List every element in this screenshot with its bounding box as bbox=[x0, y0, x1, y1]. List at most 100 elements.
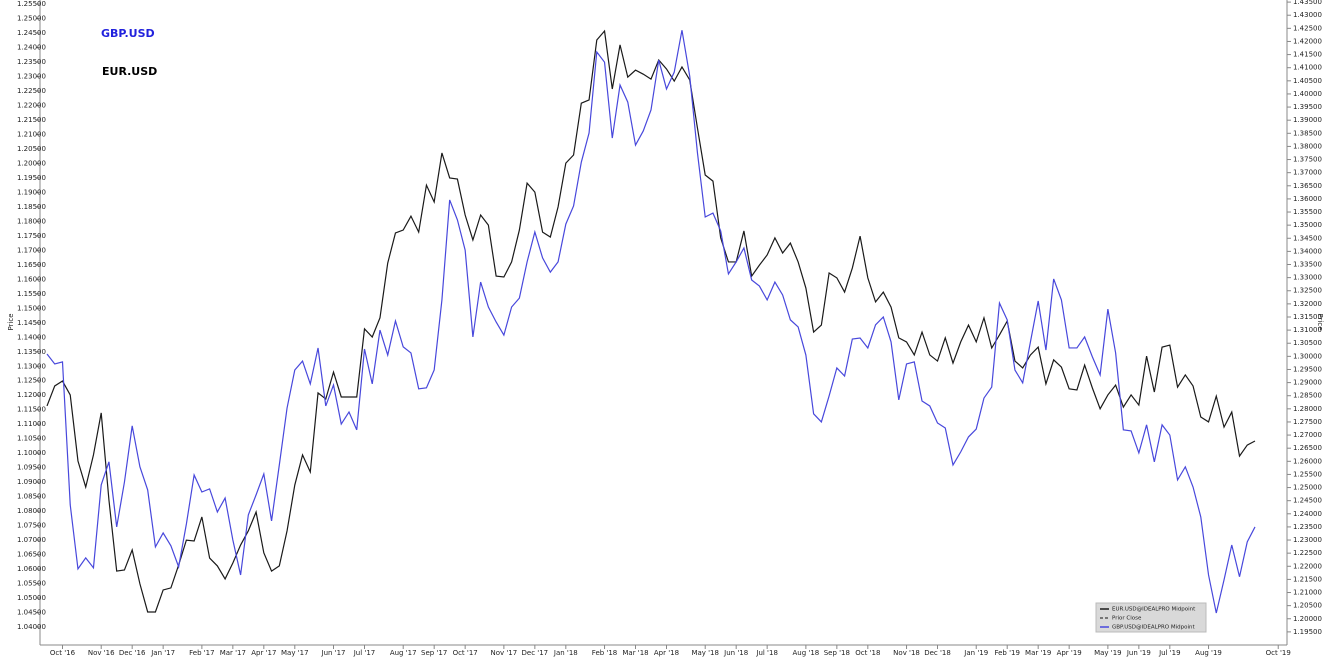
y-tick-label: 1.09500 bbox=[17, 464, 46, 472]
y2-tick-label: 1.34000 bbox=[1293, 247, 1322, 255]
y2-tick-label: 1.31500 bbox=[1293, 313, 1322, 321]
y-tick-label: 1.19500 bbox=[17, 174, 46, 182]
y2-tick-label: 1.25500 bbox=[1293, 470, 1322, 478]
y2-tick-label: 1.20500 bbox=[1293, 602, 1322, 610]
legend-box bbox=[1095, 602, 1207, 633]
x-tick-label: Oct '19 bbox=[1266, 649, 1291, 657]
x-tick-label: Apr '17 bbox=[251, 649, 276, 657]
y-tick-label: 1.25500 bbox=[17, 0, 46, 8]
x-tick-label: Apr '18 bbox=[654, 649, 679, 657]
x-tick-label: Jun '17 bbox=[321, 649, 346, 657]
y2-tick-label: 1.40500 bbox=[1293, 77, 1322, 85]
y2-tick-label: 1.28500 bbox=[1293, 392, 1322, 400]
y-tick-label: 1.10000 bbox=[17, 449, 46, 457]
y2-tick-label: 1.32500 bbox=[1293, 287, 1322, 295]
y2-tick-label: 1.38500 bbox=[1293, 129, 1322, 137]
y-tick-label: 1.06000 bbox=[17, 565, 46, 573]
y2-tick-label: 1.21000 bbox=[1293, 589, 1322, 597]
y2-tick-label: 1.24500 bbox=[1293, 497, 1322, 505]
legend-label: EUR.USD@IDEALPRO Midpoint bbox=[1112, 607, 1196, 613]
annotation: GBP.USD bbox=[101, 27, 155, 40]
y-tick-label: 1.15500 bbox=[17, 290, 46, 298]
y-tick-label: 1.11500 bbox=[17, 406, 46, 414]
y-tick-label: 1.13000 bbox=[17, 362, 46, 370]
y-tick-label: 1.22500 bbox=[17, 87, 46, 95]
y-tick-label: 1.23500 bbox=[17, 58, 46, 66]
y-tick-label: 1.18500 bbox=[17, 203, 46, 211]
y-tick-label: 1.25000 bbox=[17, 15, 46, 23]
legend-label: Prior Close bbox=[1112, 616, 1142, 622]
y2-tick-label: 1.42000 bbox=[1293, 37, 1322, 45]
y-tick-label: 1.08500 bbox=[17, 493, 46, 501]
x-tick-label: May '17 bbox=[281, 649, 309, 657]
y2-tick-label: 1.41000 bbox=[1293, 64, 1322, 72]
x-tick-label: Mar '19 bbox=[1025, 649, 1051, 657]
x-tick-label: Jan '19 bbox=[963, 649, 988, 657]
y-tick-label: 1.21500 bbox=[17, 116, 46, 124]
y-tick-label: 1.10500 bbox=[17, 435, 46, 443]
x-tick-label: Aug '17 bbox=[390, 649, 417, 657]
y-axis-label: Price bbox=[7, 313, 15, 330]
y-tick-label: 1.05000 bbox=[17, 594, 46, 602]
x-tick-label: Feb '18 bbox=[592, 649, 617, 657]
x-tick-label: Sep '18 bbox=[824, 649, 850, 657]
y-tick-label: 1.09000 bbox=[17, 478, 46, 486]
y-tick-label: 1.22000 bbox=[17, 101, 46, 109]
y-tick-label: 1.06500 bbox=[17, 551, 46, 559]
y-tick-label: 1.17000 bbox=[17, 246, 46, 254]
y2-tick-label: 1.34500 bbox=[1293, 234, 1322, 242]
x-tick-label: May '18 bbox=[691, 649, 719, 657]
y2-tick-label: 1.35000 bbox=[1293, 221, 1322, 229]
x-tick-label: Mar '18 bbox=[622, 649, 648, 657]
y2-tick-label: 1.23000 bbox=[1293, 536, 1322, 544]
y2-tick-label: 1.36000 bbox=[1293, 195, 1322, 203]
y-tick-label: 1.19000 bbox=[17, 188, 46, 196]
y2-tick-label: 1.26000 bbox=[1293, 457, 1322, 465]
x-tick-label: Jun '18 bbox=[723, 649, 748, 657]
y2-tick-label: 1.27500 bbox=[1293, 418, 1322, 426]
y-tick-label: 1.07500 bbox=[17, 522, 46, 530]
x-tick-label: Aug '19 bbox=[1195, 649, 1222, 657]
legend-label: GBP.USD@IDEALPRO Midpoint bbox=[1112, 625, 1196, 631]
y-tick-label: 1.13500 bbox=[17, 348, 46, 356]
y2-tick-label: 1.39500 bbox=[1293, 103, 1322, 111]
x-tick-label: Dec '17 bbox=[522, 649, 549, 657]
y-tick-label: 1.24500 bbox=[17, 29, 46, 37]
y2-tick-label: 1.28000 bbox=[1293, 405, 1322, 413]
x-tick-label: Dec '16 bbox=[119, 649, 146, 657]
x-tick-label: Feb '19 bbox=[994, 649, 1019, 657]
y-tick-label: 1.04500 bbox=[17, 609, 46, 617]
y2-axis-label: Price bbox=[1316, 313, 1324, 330]
y2-tick-label: 1.36500 bbox=[1293, 182, 1322, 190]
y2-tick-label: 1.24000 bbox=[1293, 510, 1322, 518]
y-tick-label: 1.12500 bbox=[17, 377, 46, 385]
x-tick-label: Oct '17 bbox=[453, 649, 478, 657]
x-tick-label: Jan '17 bbox=[150, 649, 175, 657]
x-tick-label: Nov '16 bbox=[88, 649, 115, 657]
y2-tick-label: 1.40000 bbox=[1293, 90, 1322, 98]
y2-tick-label: 1.21500 bbox=[1293, 575, 1322, 583]
y2-tick-label: 1.25000 bbox=[1293, 484, 1322, 492]
y-tick-label: 1.16000 bbox=[17, 275, 46, 283]
y2-tick-label: 1.39000 bbox=[1293, 116, 1322, 124]
y-tick-label: 1.20000 bbox=[17, 159, 46, 167]
y2-tick-label: 1.33500 bbox=[1293, 261, 1322, 269]
y-tick-label: 1.20500 bbox=[17, 145, 46, 153]
x-tick-label: Jun '19 bbox=[1126, 649, 1151, 657]
y2-tick-label: 1.32000 bbox=[1293, 300, 1322, 308]
y2-tick-label: 1.23500 bbox=[1293, 523, 1322, 531]
series-line bbox=[46, 30, 1256, 614]
y2-tick-label: 1.19500 bbox=[1293, 628, 1322, 636]
y-tick-label: 1.07000 bbox=[17, 536, 46, 544]
x-tick-label: Mar '17 bbox=[220, 649, 246, 657]
y-tick-label: 1.12000 bbox=[17, 391, 46, 399]
y2-tick-label: 1.31000 bbox=[1293, 326, 1322, 334]
x-tick-label: Oct '18 bbox=[855, 649, 880, 657]
y2-tick-label: 1.42500 bbox=[1293, 24, 1322, 32]
y-tick-label: 1.14000 bbox=[17, 333, 46, 341]
x-tick-label: Jul '17 bbox=[353, 649, 376, 657]
y2-tick-label: 1.43000 bbox=[1293, 11, 1322, 19]
y2-tick-label: 1.35500 bbox=[1293, 208, 1322, 216]
y2-tick-label: 1.38000 bbox=[1293, 142, 1322, 150]
